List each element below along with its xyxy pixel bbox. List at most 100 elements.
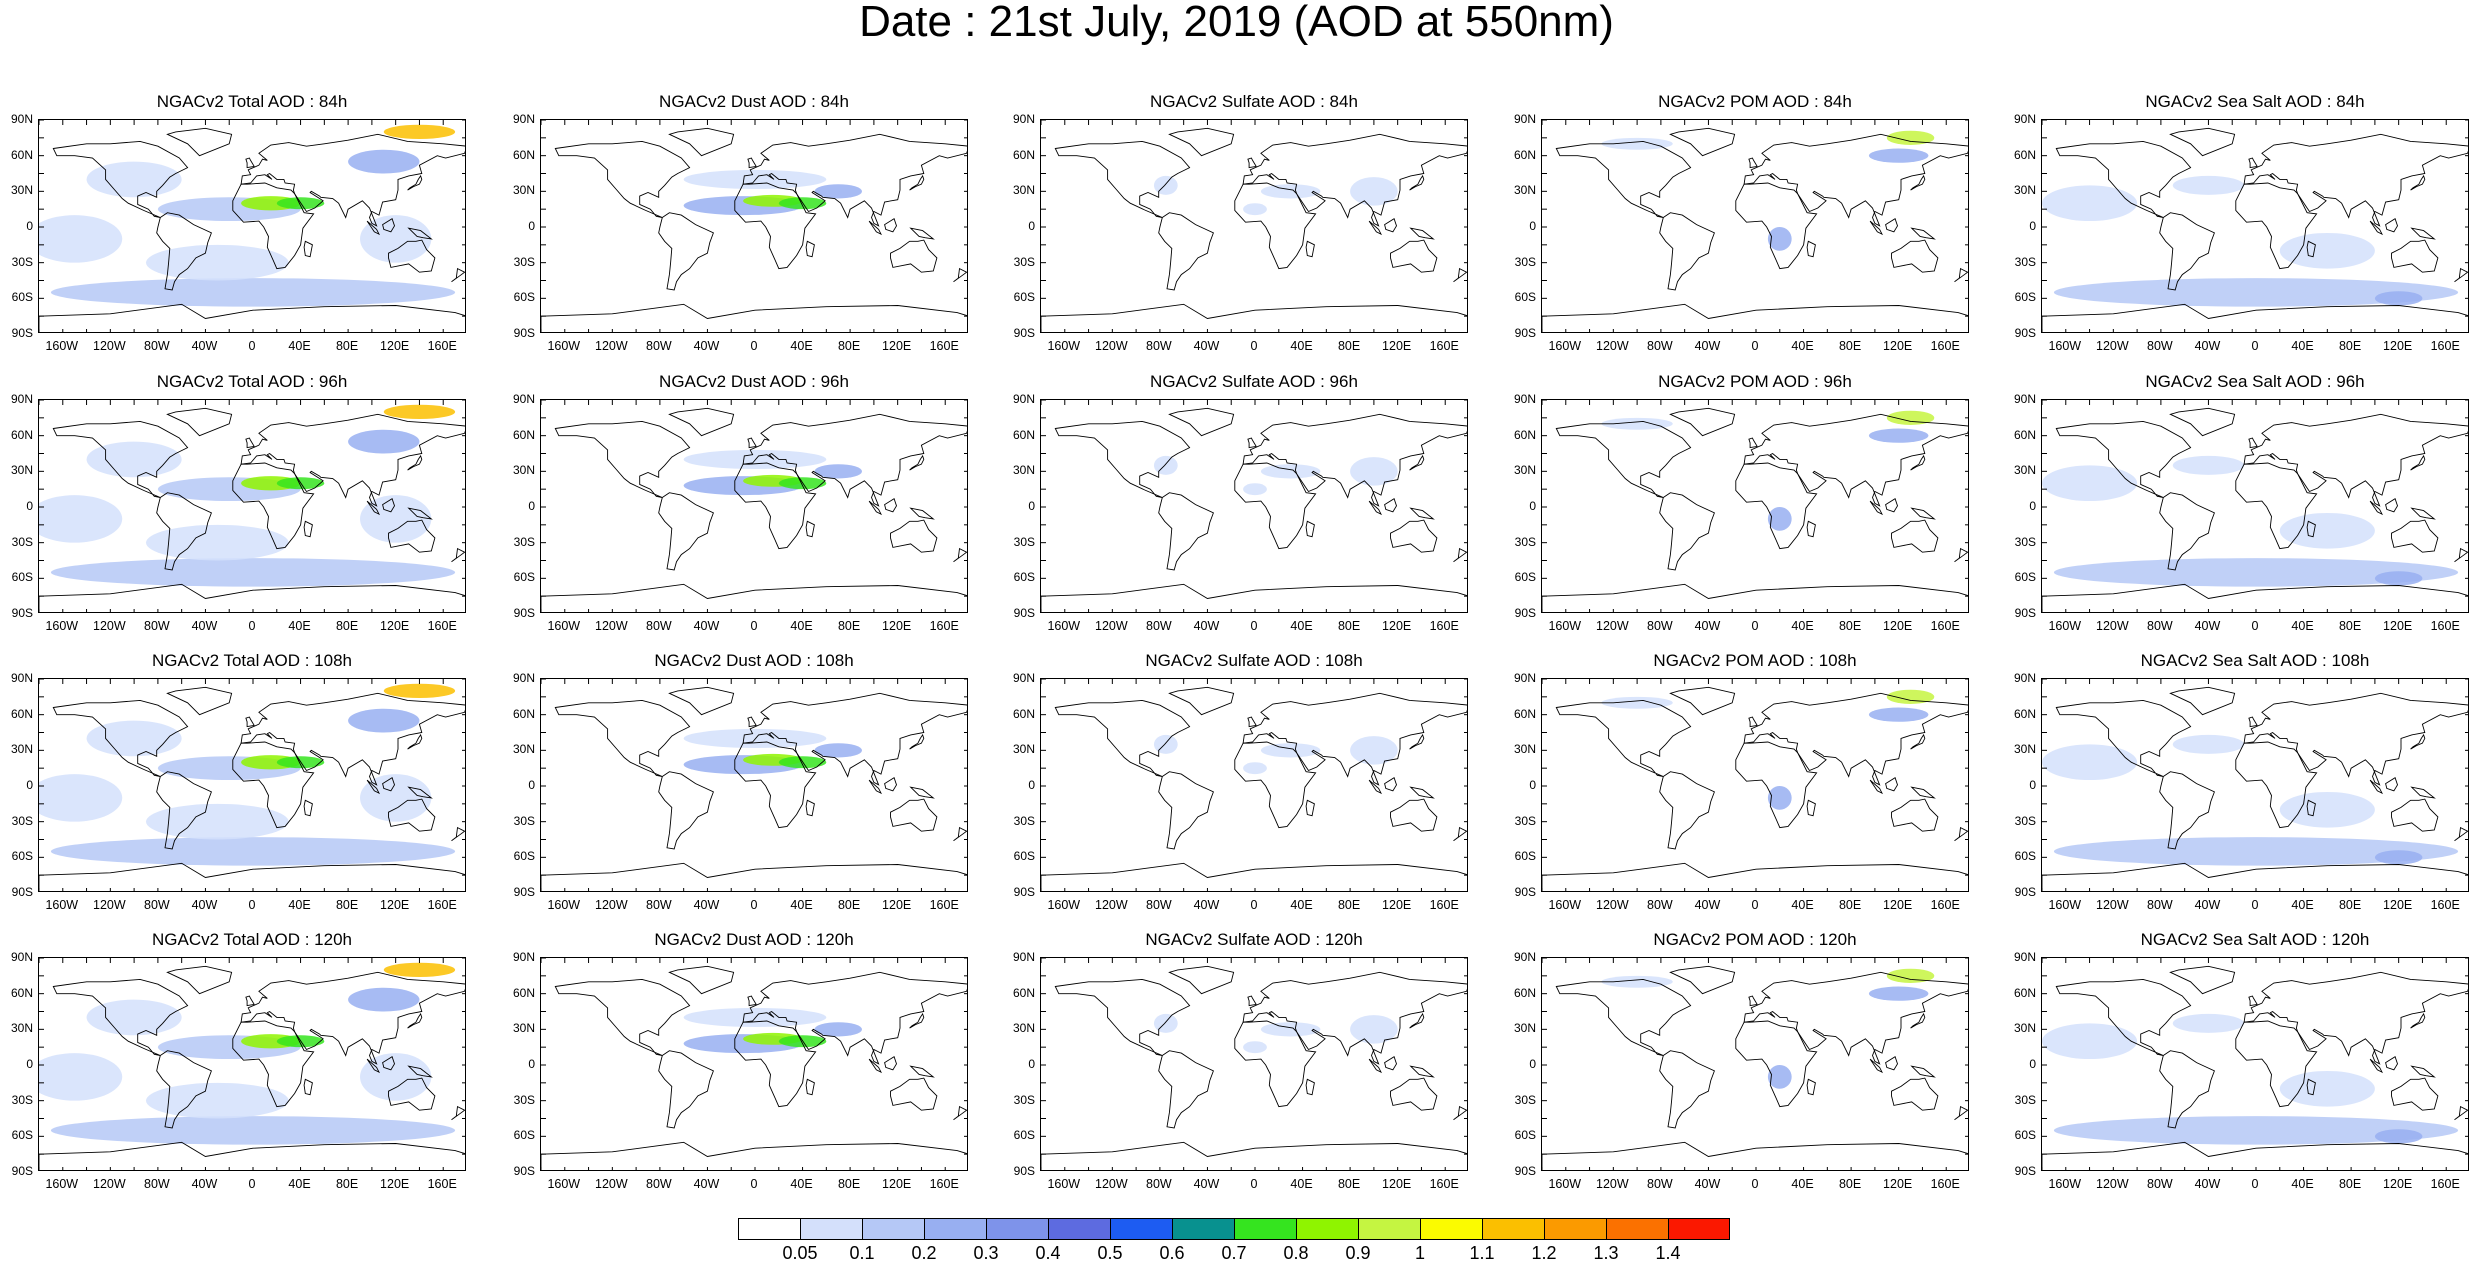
map-area [540, 678, 968, 892]
map-canvas [1041, 120, 1467, 332]
coastline [2369, 500, 2384, 516]
coastline [1384, 498, 1397, 513]
lon-tick-label: 160E [1429, 339, 1459, 353]
lon-tick-label: 80W [144, 339, 170, 353]
aod-shading [1601, 696, 1673, 709]
coastline [2169, 686, 2236, 716]
coastline [1453, 1105, 1467, 1121]
coastline [166, 686, 233, 716]
coastline [366, 500, 381, 516]
aod-shading [1260, 1022, 1321, 1037]
lon-tick-label: 0 [1751, 898, 1759, 912]
coastline [2410, 454, 2426, 471]
coastline [1910, 227, 1936, 240]
aod-shading [1868, 986, 1929, 1001]
colorbar-label: 0.4 [1035, 1243, 1061, 1263]
lat-tick-label: 90N [2013, 671, 2036, 685]
lon-tick-label: 160E [929, 1177, 959, 1191]
coastline [1735, 1020, 1818, 1108]
colorbar-label: 0.6 [1159, 1243, 1185, 1263]
coastline [407, 507, 433, 520]
coastline [909, 174, 925, 191]
map-panel: NGACv2 Total AOD : 84h 90N 60N 30N 0 30S 60S 90… [11, 92, 466, 353]
lon-tick-label: 40W [693, 1177, 720, 1191]
coastline [734, 182, 817, 270]
lon-tick-label: 80E [2338, 898, 2362, 912]
panel-title: NGACv2 POM AOD : 120h [1653, 930, 1857, 949]
aod-shading [39, 215, 123, 263]
lon-tick-label: 160E [2430, 339, 2460, 353]
coastline [2391, 798, 2439, 832]
aod-shading [1243, 1041, 1267, 1054]
panel-title: NGACv2 Sea Salt AOD : 96h [2145, 372, 2365, 391]
coastline [1869, 220, 1884, 236]
lon-tick-label: 160W [547, 1177, 581, 1191]
lon-tick-label: 120E [380, 898, 410, 912]
lat-tick-label: 30N [2013, 183, 2036, 198]
lon-tick-label: 120E [380, 339, 410, 353]
lat-tick-label: 30N [1513, 463, 1536, 478]
map-canvas [1041, 679, 1467, 891]
lon-tick-label: 120W [2096, 1177, 2129, 1191]
coastline [1041, 583, 1467, 612]
lat-tick-label: 90S [1514, 606, 1536, 620]
lat-tick-label: 90N [1513, 950, 1536, 964]
coastline [554, 699, 691, 777]
lat-tick-label: 0 [1529, 1057, 1536, 1071]
lat-tick-label: 30S [1013, 534, 1035, 549]
lon-tick-label: 80E [2338, 1177, 2362, 1191]
coastline [1669, 965, 1736, 995]
coastline [668, 127, 735, 157]
lat-tick-label: 60N [512, 427, 535, 442]
lon-tick-label: 80E [335, 339, 359, 353]
lat-tick-label: 30N [10, 742, 33, 757]
lon-tick-label: 120E [2383, 619, 2413, 633]
coastline [2159, 771, 2215, 850]
lon-tick-label: 160W [1548, 898, 1582, 912]
lon-tick-label: 160E [427, 619, 457, 633]
lat-tick-label: 30S [1013, 1092, 1035, 1107]
lat-tick-label: 30N [1012, 742, 1035, 757]
aod-shading [2279, 791, 2375, 828]
coastline [1409, 454, 1425, 471]
coastline [240, 133, 465, 227]
coastline [366, 220, 381, 236]
map-area [2041, 957, 2469, 1171]
coastline [366, 779, 381, 795]
lat-tick-label: 0 [1028, 1057, 1035, 1071]
lat-tick-label: 30S [2014, 534, 2036, 549]
lon-tick-label: 160W [1548, 339, 1582, 353]
lon-tick-label: 40E [790, 619, 813, 633]
aod-shading [1601, 417, 1673, 430]
lat-tick-label: 90N [10, 112, 33, 126]
coastline [1158, 1050, 1214, 1129]
coastline [868, 220, 883, 236]
lon-tick-label: 40W [693, 619, 720, 633]
lon-tick-label: 120E [2383, 898, 2413, 912]
aod-shading [2374, 1129, 2423, 1144]
aod-shading [2053, 837, 2459, 866]
coastline [1891, 239, 1939, 273]
coastline [1368, 220, 1383, 236]
lat-tick-label: 60S [11, 1128, 33, 1143]
lat-tick-label: 0 [1529, 219, 1536, 233]
coastline [2385, 498, 2398, 513]
lon-tick-label: 120E [882, 339, 912, 353]
coastline [1743, 133, 1968, 227]
coastline [2454, 1105, 2468, 1121]
coastline [2169, 127, 2236, 157]
aod-shading [1886, 130, 1935, 145]
coastline [747, 716, 757, 728]
lon-tick-label: 160W [2048, 339, 2082, 353]
lon-tick-label: 40W [191, 619, 218, 633]
colorbar-label: 0.9 [1345, 1243, 1371, 1263]
map-canvas [39, 120, 465, 332]
panel-title: NGACv2 POM AOD : 84h [1658, 92, 1852, 111]
lat-tick-label: 90S [11, 1164, 33, 1178]
coastline [388, 798, 436, 832]
coastline [2159, 492, 2215, 571]
aod-shading [86, 161, 182, 198]
coastline [734, 741, 817, 829]
coastline [245, 157, 255, 169]
lon-tick-label: 160E [929, 339, 959, 353]
